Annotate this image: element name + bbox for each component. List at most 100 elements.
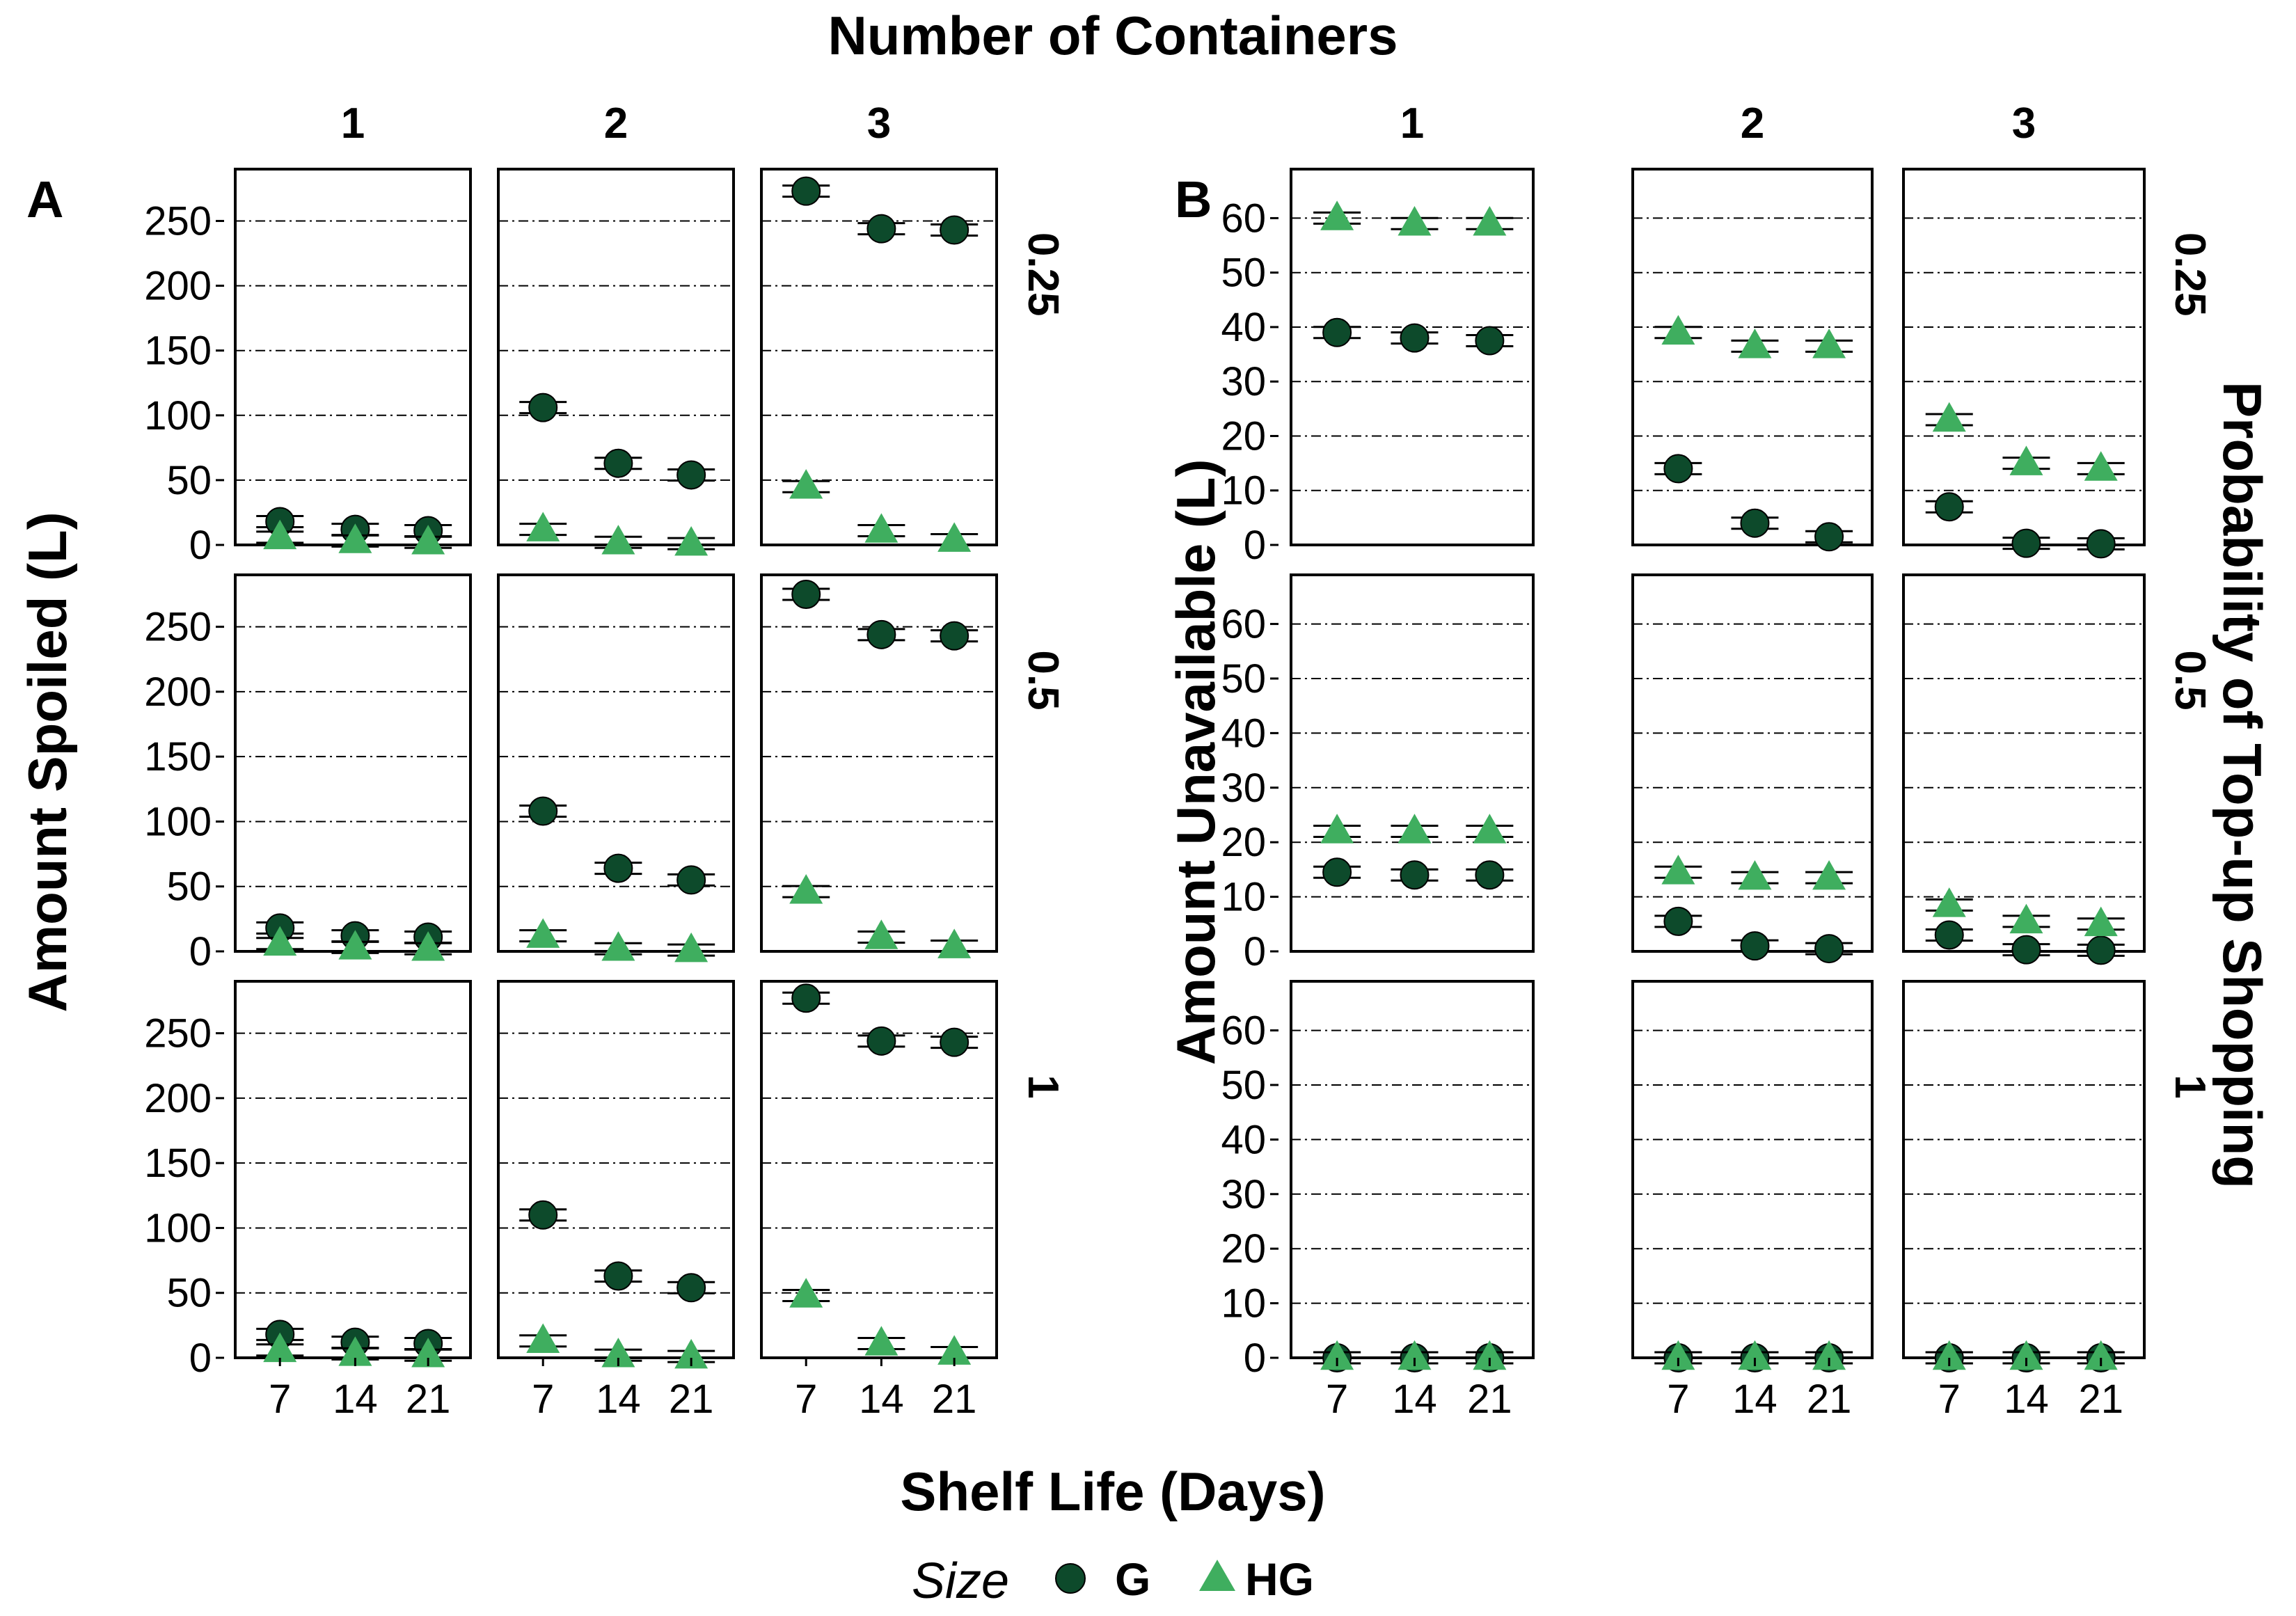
panel-a-y-tick-label: 0 [189,1336,212,1381]
panel-a-y-tick-label: 250 [144,605,212,650]
panel-a-point-g [866,1026,896,1056]
panel-b-letter: B [1175,171,1212,228]
legend-g-label: G [1115,1553,1150,1605]
panel-a-col-label: 1 [341,100,365,148]
panel-b-y-axis-title: Amount Unavailable (L) [1165,459,1226,1065]
panel-a-point-hg [864,1326,898,1356]
panel-a-letter: A [26,171,63,228]
panel-a-point-hg [263,926,297,956]
panel-a-facet-frame [234,573,472,953]
panel-a-y-tick-label: 0 [189,523,212,568]
panel-a-y-tick-label: 200 [144,264,212,309]
panel-a-point-hg [411,525,445,555]
panel-b-col-label: 2 [1741,100,1764,148]
panel-a-point-g [676,460,706,490]
panel-b-point-hg [1812,1340,1846,1370]
panel-a-y-tick-label: 50 [166,458,212,503]
panel-a-point-hg [263,519,297,550]
figure-title: Number of Containers [828,5,1398,66]
panel-a-y-tick-label: 200 [144,1076,212,1121]
panel-a-x-tick-label: 14 [859,1377,904,1422]
panel-b-y-tick-label: 50 [1221,656,1266,702]
panel-b-point-g [1400,860,1430,890]
panel-a-facet-frame [234,168,472,546]
panel-b-point-g [1663,454,1693,484]
panel-b-point-hg [1320,814,1354,843]
panel-a-point-hg [864,513,898,543]
panel-a-point-g [528,796,558,826]
panel-b-point-hg [1661,1340,1695,1370]
panel-a-point-hg [601,1338,635,1368]
panel-a-point-hg [263,1332,297,1363]
panel-b-point-g [1322,857,1352,887]
panel-a-y-tick-label: 250 [144,1011,212,1056]
panel-b-point-g [2011,528,2041,558]
panel-b-point-hg [2084,1340,2118,1370]
panel-b-point-g [1475,860,1505,890]
legend-g-marker [1055,1563,1086,1594]
panel-b-x-tick-label: 21 [2078,1377,2123,1422]
panel-b-point-g [2086,529,2116,559]
panel-b-x-tick-label: 14 [1732,1377,1778,1422]
panel-a-x-tick-label: 14 [333,1377,378,1422]
panel-b-point-hg [1932,1340,1966,1370]
panel-b-x-tick-label: 21 [1807,1377,1852,1422]
legend-hg-marker [1199,1560,1235,1591]
panel-a-facet-frame [497,168,735,546]
panel-b-col-label: 3 [2012,100,2036,148]
panel-b-y-tick-label: 40 [1221,711,1266,756]
panel-b-point-hg [1661,855,1695,885]
panel-a-x-tick-label: 7 [532,1377,554,1422]
panel-b-point-hg [2009,445,2043,475]
panel-b-y-tick-label: 10 [1221,875,1266,920]
panel-a-y-tick-label: 0 [189,929,212,974]
panel-b-y-tick-label: 60 [1221,602,1266,647]
panel-b-facet-frame [1902,573,2146,953]
panel-a-y-tick-label: 50 [166,864,212,910]
panel-a-y-tick-label: 150 [144,328,212,374]
panel-b-point-g [1663,906,1693,936]
panel-b-x-tick-label: 7 [1326,1377,1348,1422]
panel-b-y-tick-label: 10 [1221,1281,1266,1326]
panel-b-point-hg [1661,315,1695,345]
panel-a-point-g [791,983,821,1013]
panel-b-y-tick-label: 40 [1221,1117,1266,1162]
panel-b-y-tick-label: 60 [1221,1008,1266,1054]
panel-a-y-tick-label: 150 [144,734,212,779]
panel-a-point-hg [526,512,560,541]
panel-a-point-hg [789,469,823,499]
panel-a-facet-frame [234,980,472,1359]
panel-b-point-hg [1812,328,1846,358]
panel-a-point-g [791,579,821,609]
panel-a-point-g [603,853,633,883]
panel-a-point-hg [526,1323,560,1354]
legend-hg-label: HG [1245,1553,1314,1605]
panel-b-point-hg [1738,860,1772,890]
panel-b-y-tick-label: 0 [1244,523,1266,568]
panel-a-point-g [940,1027,969,1057]
panel-a-point-g [866,619,896,649]
panel-a-point-hg [789,1278,823,1308]
panel-a-point-hg [601,525,635,555]
panel-b-point-hg [1320,200,1354,230]
panel-a-point-g [603,448,633,478]
panel-b-y-tick-label: 20 [1221,413,1266,459]
panel-b-point-hg [1812,860,1846,890]
panel-a-point-g [791,176,821,206]
panel-a-col-label: 3 [867,100,891,148]
panel-a-point-hg [674,1338,708,1369]
panel-a-y-axis-title: Amount Spoiled (L) [17,512,78,1012]
panel-a-point-g [528,1200,558,1230]
panel-a-point-g [676,1273,706,1303]
panel-b-point-g [1814,522,1844,552]
panel-b-y-tick-label: 20 [1221,820,1266,865]
legend: Size G HG [912,1553,1314,1609]
panel-b-y-tick-label: 30 [1221,766,1266,811]
panel-a-y-tick-label: 100 [144,1205,212,1251]
panel-a-point-g [940,215,969,245]
x-axis-title: Shelf Life (Days) [900,1461,1325,1522]
panel-b-point-hg [1473,814,1507,843]
panel-a-row-label: 0.25 [1019,232,1067,317]
panel-b-point-g [1400,323,1430,353]
